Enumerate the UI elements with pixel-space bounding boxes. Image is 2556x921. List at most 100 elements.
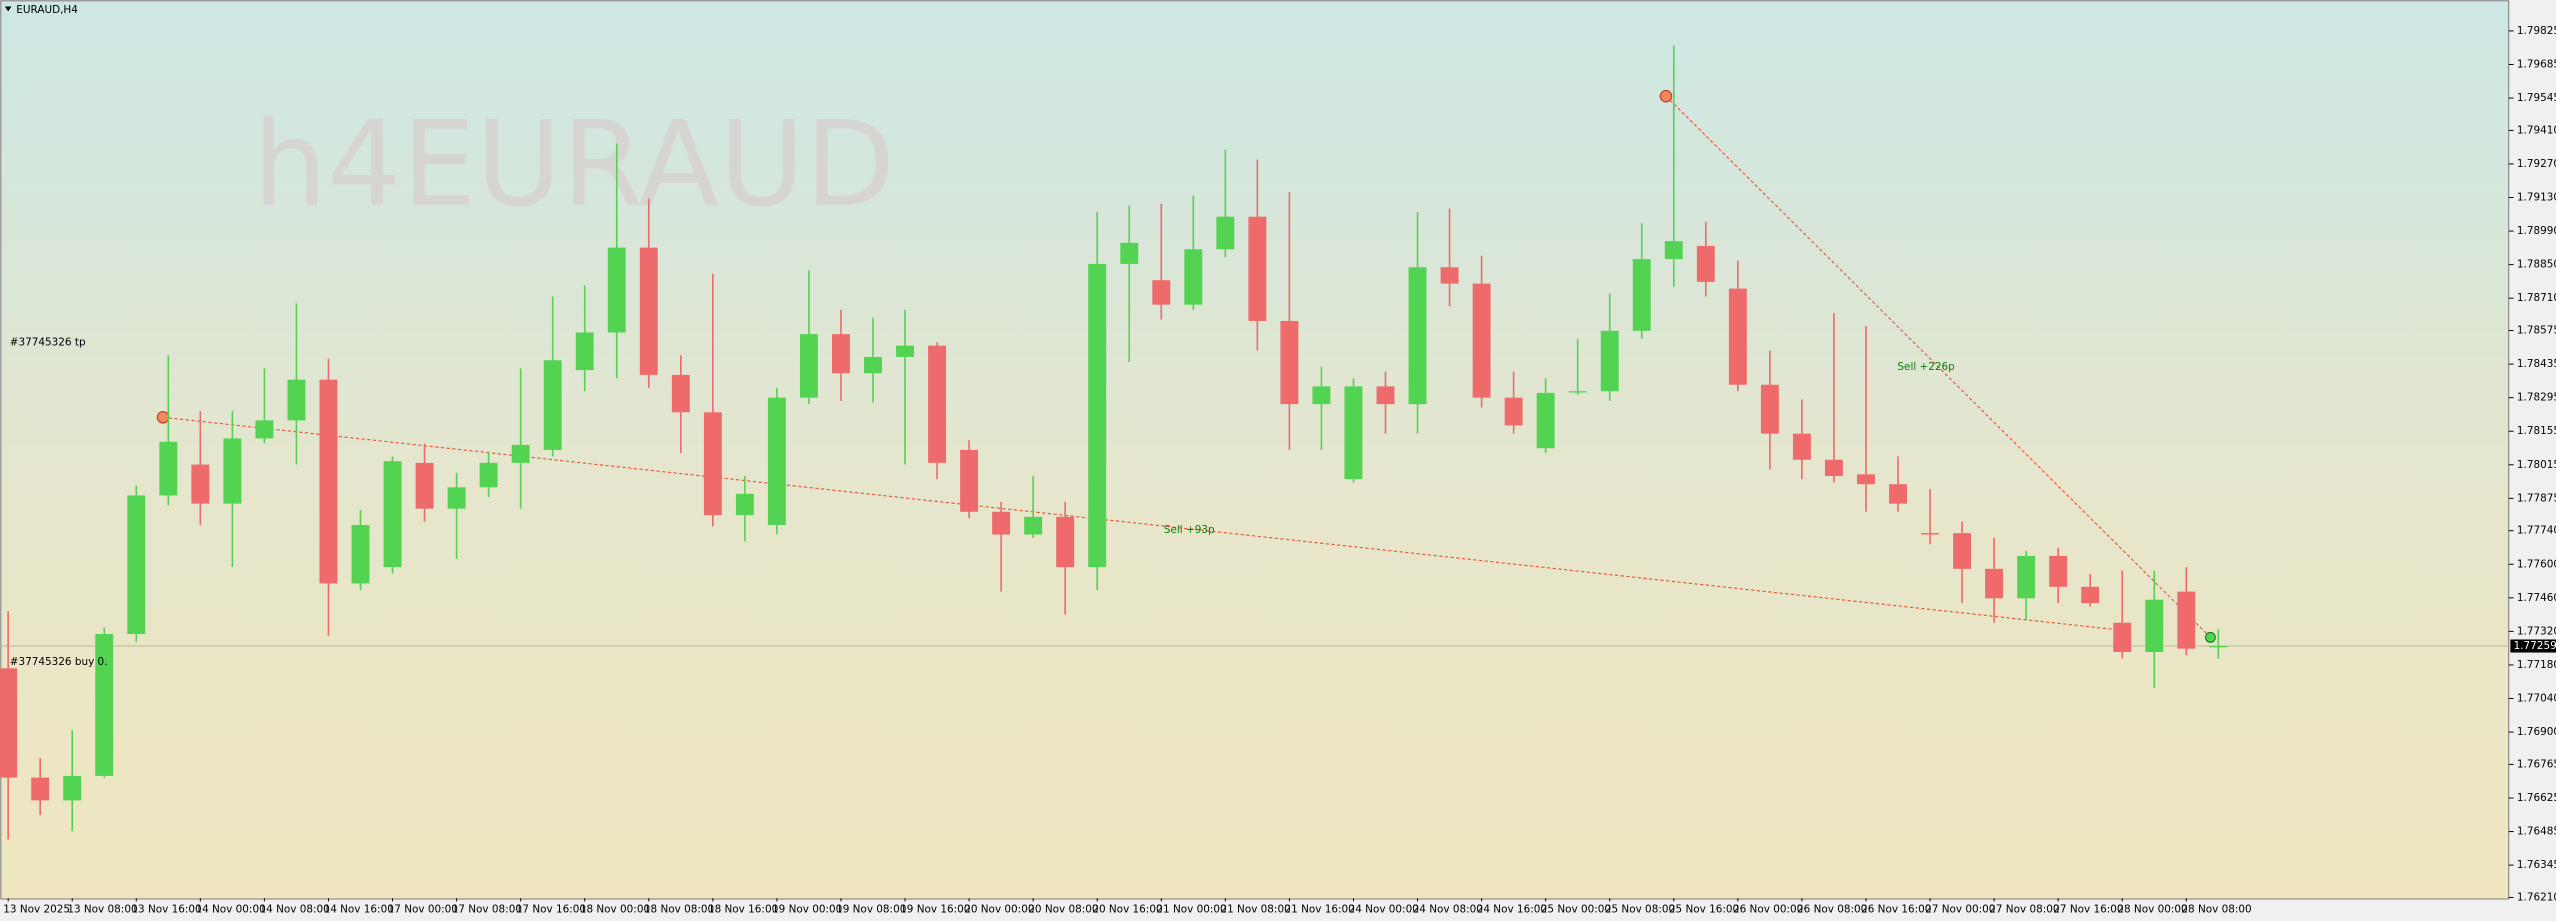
candle-body: [0, 668, 18, 778]
y-tick-label: 1.78850: [2517, 259, 2556, 271]
candle-body: [1760, 384, 1779, 434]
candle-body: [864, 356, 882, 374]
x-tick-label: 26 Nov 00:00: [1733, 904, 1803, 916]
x-tick-label: 21 Nov 08:00: [1220, 904, 1290, 916]
x-tick-label: 25 Nov 08:00: [1605, 904, 1675, 916]
candle-body: [415, 462, 434, 509]
candle-body: [1600, 330, 1619, 392]
y-tick-label: 1.77040: [2517, 693, 2556, 705]
candle-body: [992, 511, 1011, 535]
y-tick-label: 1.78990: [2517, 225, 2556, 237]
candle-body: [2049, 555, 2068, 587]
candle-body: [671, 374, 690, 413]
candle-body: [799, 334, 818, 398]
y-tick-label: 1.77740: [2517, 525, 2556, 537]
x-tick-label: 19 Nov 08:00: [836, 904, 906, 916]
y-tick-label: 1.77875: [2517, 492, 2556, 504]
candle-body: [2177, 591, 2196, 649]
candle-body: [1536, 392, 1555, 449]
y-tick-label: 1.78435: [2517, 358, 2556, 370]
candle-body: [2017, 555, 2036, 599]
y-tick-label: 1.78575: [2517, 325, 2556, 337]
candle-body: [1857, 474, 1875, 485]
candle-body: [896, 345, 914, 357]
price-label-bg: [2510, 639, 2556, 653]
x-tick-label: 27 Nov 16:00: [2053, 904, 2123, 916]
candle-body: [191, 464, 210, 504]
x-tick-label: 24 Nov 00:00: [1349, 904, 1419, 916]
plot-area: [0, 0, 2510, 900]
candle-body: [1889, 484, 1907, 504]
price-label: 1.77259: [2514, 640, 2556, 652]
y-tick-label: 1.78155: [2517, 425, 2556, 437]
y-tick-label: 1.77320: [2517, 625, 2556, 637]
annotation: #37745326 tp: [10, 336, 86, 348]
y-tick-label: 1.79545: [2517, 92, 2556, 104]
trade-marker: [2204, 631, 2216, 643]
y-tick-label: 1.78295: [2517, 392, 2556, 404]
candle-body: [575, 332, 594, 371]
candle-body: [223, 438, 242, 504]
x-tick-label: 25 Nov 16:00: [1669, 904, 1739, 916]
candle-body: [735, 493, 754, 516]
y-tick-label: 1.76900: [2517, 726, 2556, 738]
menu-arrow[interactable]: [4, 6, 12, 12]
x-tick-label: 21 Nov 16:00: [1285, 904, 1355, 916]
candle-body: [1824, 459, 1843, 477]
x-tick-label: 19 Nov 00:00: [772, 904, 842, 916]
x-tick-label: 18 Nov 08:00: [644, 904, 714, 916]
candle-body: [1088, 263, 1107, 568]
candle-body: [95, 634, 114, 776]
candle-body: [1504, 397, 1523, 426]
candle-body: [1056, 516, 1075, 568]
candle-body: [351, 524, 370, 584]
candle-body: [1216, 216, 1235, 250]
candle-body: [960, 449, 979, 512]
watermark: h4EURAUD: [253, 96, 895, 233]
candle-body: [287, 379, 306, 421]
y-tick-label: 1.76625: [2517, 792, 2556, 804]
candle-body: [159, 441, 178, 496]
x-tick-label: 20 Nov 16:00: [1092, 904, 1162, 916]
x-tick-label: 17 Nov 08:00: [452, 904, 522, 916]
candle-body: [1953, 533, 1972, 569]
candle-body: [832, 334, 850, 374]
candle-body: [2145, 599, 2164, 653]
candle-body: [1312, 386, 1331, 405]
candle-body: [767, 397, 786, 525]
y-tick-label: 1.78015: [2517, 459, 2556, 471]
annotation: #37745326 buy 0.: [10, 656, 108, 668]
candle-body: [31, 777, 50, 801]
candle-body: [1472, 283, 1491, 398]
x-tick-label: 18 Nov 00:00: [580, 904, 650, 916]
annotation: Sell +226p: [1897, 361, 1955, 373]
candle-body: [1408, 267, 1427, 405]
x-tick-label: 17 Nov 16:00: [516, 904, 586, 916]
y-tick-label: 1.79685: [2517, 58, 2556, 70]
candle-body: [1184, 249, 1203, 305]
y-tick-label: 1.76210: [2517, 891, 2556, 903]
x-tick-label: 19 Nov 16:00: [900, 904, 970, 916]
trade-marker: [1659, 89, 1673, 103]
candle-body: [511, 444, 530, 463]
candle-body: [2113, 622, 2132, 653]
x-tick-label: 14 Nov 00:00: [195, 904, 265, 916]
candle-body: [1568, 391, 1587, 393]
x-tick-label: 24 Nov 08:00: [1413, 904, 1483, 916]
candle-body: [1985, 568, 2004, 599]
y-tick-label: 1.79825: [2517, 25, 2556, 37]
x-tick-label: 28 Nov 00:00: [2117, 904, 2187, 916]
candle-body: [127, 495, 146, 635]
x-tick-label: 18 Nov 16:00: [708, 904, 778, 916]
x-tick-label: 20 Nov 00:00: [964, 904, 1034, 916]
candle-body: [639, 247, 658, 375]
candle-body: [1440, 267, 1459, 284]
y-tick-label: 1.76485: [2517, 826, 2556, 838]
candle-body: [1024, 516, 1043, 535]
candle-body: [1248, 216, 1267, 321]
x-tick-label: 28 Nov 08:00: [2181, 904, 2251, 916]
x-tick-label: 26 Nov 08:00: [1797, 904, 1867, 916]
candle-body: [703, 412, 722, 516]
candle-body: [1632, 259, 1651, 331]
